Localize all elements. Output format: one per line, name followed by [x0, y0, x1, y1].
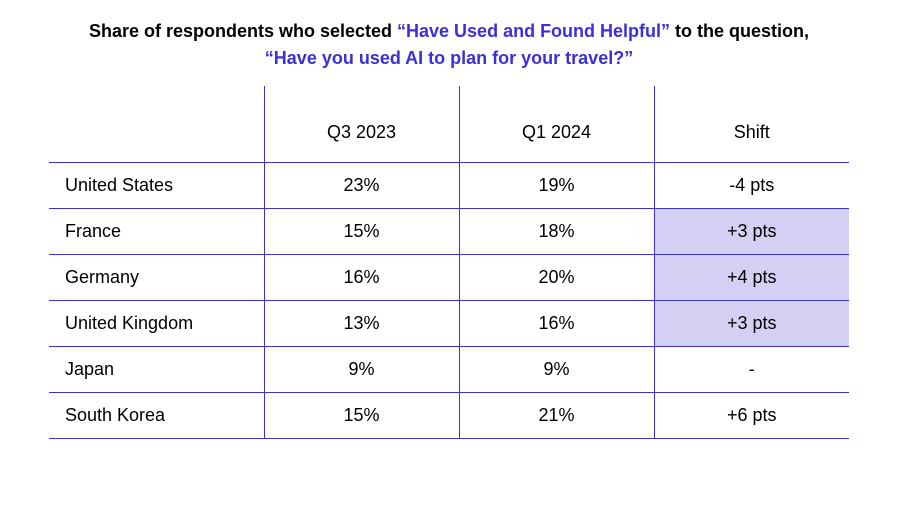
table-header-row: Q3 2023 Q1 2024 Shift [49, 104, 849, 162]
table-row: Japan9%9%- [49, 346, 849, 392]
cell-country: South Korea [49, 392, 264, 438]
header-country [49, 104, 264, 162]
table-row: South Korea15%21%+6 pts [49, 392, 849, 438]
table-row: United States23%19%-4 pts [49, 162, 849, 208]
cell-country: France [49, 208, 264, 254]
cell-q3: 9% [264, 346, 459, 392]
table-row: Germany16%20%+4 pts [49, 254, 849, 300]
chart-title: Share of respondents who selected “Have … [0, 0, 898, 72]
cell-country: United States [49, 162, 264, 208]
cell-shift: +3 pts [654, 208, 849, 254]
table-row: United Kingdom13%16%+3 pts [49, 300, 849, 346]
cell-country: United Kingdom [49, 300, 264, 346]
cell-q1: 9% [459, 346, 654, 392]
header-q1: Q1 2024 [459, 104, 654, 162]
header-q3: Q3 2023 [264, 104, 459, 162]
title-prefix-1: Share of respondents who selected [89, 21, 397, 41]
table-body: United States23%19%-4 ptsFrance15%18%+3 … [49, 162, 849, 438]
cell-q1: 18% [459, 208, 654, 254]
cell-country: Japan [49, 346, 264, 392]
cell-q3: 15% [264, 392, 459, 438]
cell-shift: -4 pts [654, 162, 849, 208]
cell-q1: 16% [459, 300, 654, 346]
title-line-2: “Have you used AI to plan for your trave… [0, 45, 898, 72]
title-line-1: Share of respondents who selected “Have … [0, 18, 898, 45]
cell-shift: +4 pts [654, 254, 849, 300]
title-suffix-1: to the question, [670, 21, 809, 41]
cell-q1: 20% [459, 254, 654, 300]
cell-q1: 19% [459, 162, 654, 208]
cell-q3: 16% [264, 254, 459, 300]
title-highlight-2: “Have you used AI to plan for your trave… [265, 48, 633, 68]
title-highlight-1: “Have Used and Found Helpful” [397, 21, 670, 41]
table-row: France15%18%+3 pts [49, 208, 849, 254]
cell-q3: 13% [264, 300, 459, 346]
cell-shift: +6 pts [654, 392, 849, 438]
cell-q3: 15% [264, 208, 459, 254]
survey-table: Q3 2023 Q1 2024 Shift United States23%19… [49, 104, 849, 439]
cell-shift: - [654, 346, 849, 392]
cell-q3: 23% [264, 162, 459, 208]
cell-shift: +3 pts [654, 300, 849, 346]
cell-country: Germany [49, 254, 264, 300]
cell-q1: 21% [459, 392, 654, 438]
header-shift: Shift [654, 104, 849, 162]
